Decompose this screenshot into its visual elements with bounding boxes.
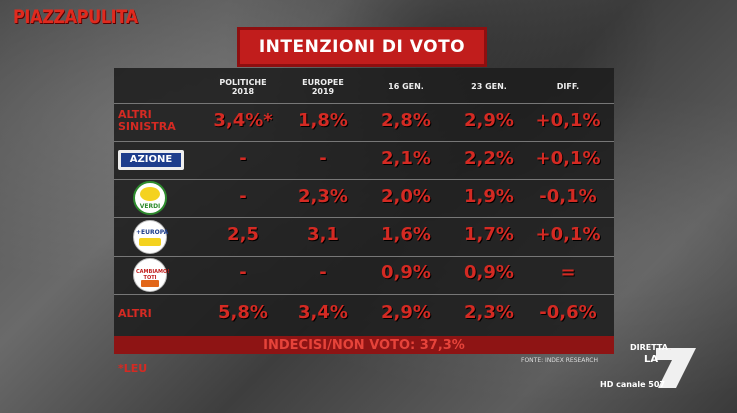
row-label-altri-sinistra: ALTRI SINISTRA [118, 108, 176, 133]
page-title: INTENZIONI DI VOTO [258, 37, 466, 57]
brand-logo: PIAZZAPULITA [13, 6, 138, 28]
value-cell: 2,9% [381, 302, 431, 323]
value-cell: = [560, 262, 576, 283]
europa-logo: +EUROPA [133, 220, 168, 254]
value-cell: +0,1% [535, 110, 601, 131]
table-row [114, 141, 614, 178]
value-cell: +0,1% [535, 148, 601, 169]
value-cell: - [239, 186, 247, 207]
azione-logo: AZIONE [118, 150, 184, 170]
table-row [114, 294, 614, 334]
undecided-text: INDECISI/NON VOTO: 37,3% [263, 337, 465, 353]
value-cell: 1,6% [381, 224, 431, 245]
value-cell: 1,7% [464, 224, 514, 245]
header-politiche: POLITICHE 2018 [219, 78, 267, 96]
value-cell: 2,2% [464, 148, 514, 169]
value-cell: 2,5 [227, 224, 259, 245]
header-23gen: 23 GEN. [471, 82, 507, 91]
header-europee: EUROPEE 2019 [302, 78, 344, 96]
value-cell: 0,9% [464, 262, 514, 283]
table-row [114, 256, 614, 293]
undecided-banner: INDECISI/NON VOTO: 37,3% [114, 336, 614, 354]
value-cell: 2,8% [381, 110, 431, 131]
value-cell: 3,4%* [213, 110, 273, 131]
value-cell: 5,8% [218, 302, 268, 323]
la7-channel-logo: DIRETTA LA 7 HD canale 507 [596, 340, 696, 394]
value-cell: - [239, 148, 247, 169]
table-row [114, 179, 614, 216]
value-cell: 3,1 [307, 224, 339, 245]
table-row [114, 217, 614, 254]
source-credit: FONTE: INDEX RESEARCH [521, 357, 598, 364]
value-cell: 0,9% [381, 262, 431, 283]
footnote: *LEU [118, 362, 148, 375]
value-cell: 2,1% [381, 148, 431, 169]
value-cell: 3,4% [298, 302, 348, 323]
value-cell: 1,9% [464, 186, 514, 207]
value-cell: - [239, 262, 247, 283]
value-cell: 1,8% [298, 110, 348, 131]
table-row [114, 103, 614, 140]
value-cell: - [319, 148, 327, 169]
verdi-logo: VERDI [133, 181, 167, 215]
value-cell: -0,1% [539, 186, 597, 207]
header-16gen: 16 GEN. [388, 82, 424, 91]
row-label-altri: ALTRI [118, 307, 152, 320]
value-cell: 2,3% [298, 186, 348, 207]
cambiamo-logo: CAMBIAMO! TOTI [133, 258, 170, 292]
value-cell: 2,0% [381, 186, 431, 207]
title-banner: INTENZIONI DI VOTO [237, 27, 487, 67]
value-cell: 2,3% [464, 302, 514, 323]
value-cell: - [319, 262, 327, 283]
value-cell: -0,6% [539, 302, 597, 323]
value-cell: +0,1% [535, 224, 601, 245]
header-diff: DIFF. [556, 82, 580, 91]
value-cell: 2,9% [464, 110, 514, 131]
